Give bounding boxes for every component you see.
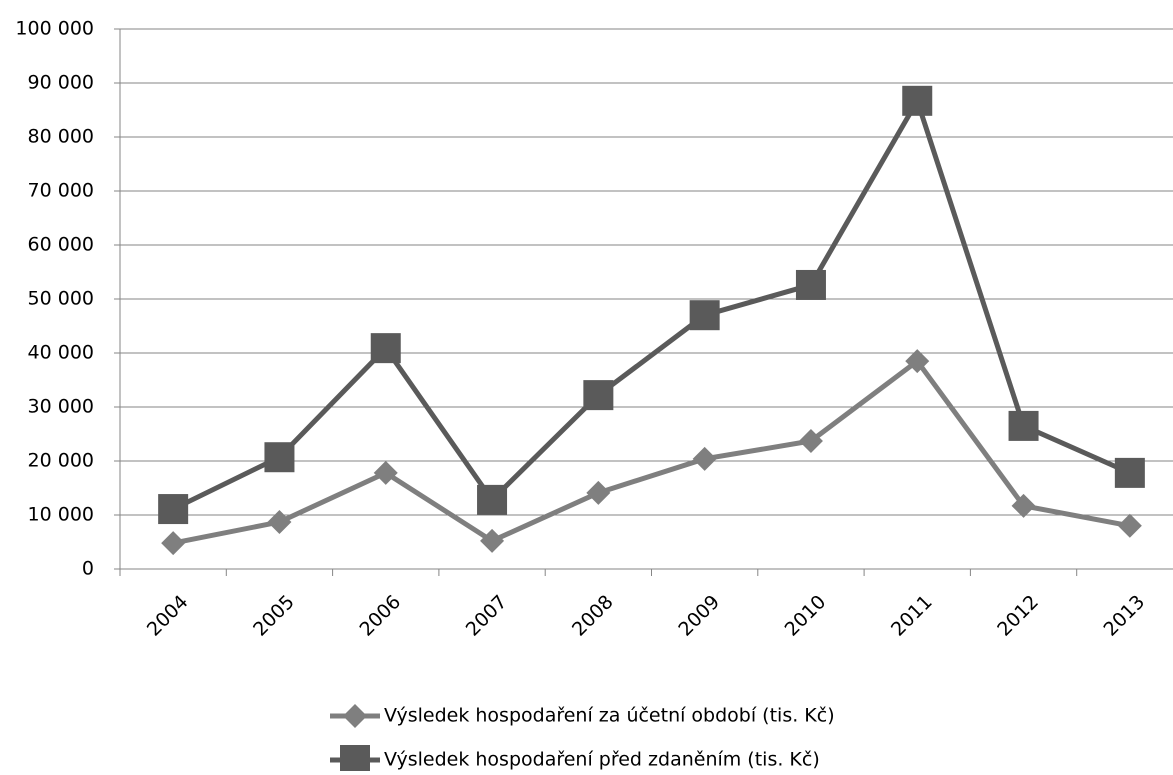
- data-point: [264, 442, 295, 473]
- data-point: [480, 528, 505, 553]
- series-line: [172, 94, 1131, 512]
- x-tick-label: 2012: [993, 591, 1043, 641]
- x-tick-label: 2006: [355, 591, 405, 641]
- y-tick-label: 80 000: [28, 126, 94, 148]
- data-point: [1114, 457, 1145, 488]
- data-point: [158, 494, 189, 525]
- data-point: [902, 85, 933, 116]
- x-tick-label: 2008: [568, 591, 618, 641]
- x-tick-label: 2004: [143, 591, 193, 641]
- y-tick-label: 20 000: [28, 450, 94, 472]
- data-point: [689, 300, 720, 331]
- data-point: [586, 480, 611, 505]
- data-point: [795, 269, 826, 300]
- y-tick-label: 100 000: [15, 18, 94, 40]
- y-tick-label: 0: [82, 558, 94, 580]
- y-tick-label: 50 000: [28, 288, 94, 310]
- data-point: [1011, 493, 1036, 518]
- data-point: [583, 380, 614, 411]
- series-line: [172, 357, 1131, 546]
- legend-marker: [340, 745, 370, 775]
- data-point: [798, 429, 823, 454]
- data-point: [267, 510, 292, 535]
- y-tick-label: 40 000: [28, 342, 94, 364]
- y-tick-label: 70 000: [28, 180, 94, 202]
- y-tick-label: 90 000: [28, 72, 94, 94]
- legend-marker: [343, 704, 367, 728]
- y-tick-label: 30 000: [28, 396, 94, 418]
- data-point: [370, 333, 401, 364]
- data-point: [692, 446, 717, 471]
- x-tick-label: 2005: [249, 591, 299, 641]
- x-tick-label: 2011: [887, 591, 937, 641]
- data-point: [1117, 513, 1142, 538]
- data-point: [1008, 410, 1039, 441]
- legend-label: Výsledek hospodaření před zdaněním (tis.…: [384, 749, 820, 771]
- y-tick-label: 10 000: [28, 504, 94, 526]
- x-tick-label: 2013: [1100, 591, 1150, 641]
- y-tick-label: 60 000: [28, 234, 94, 256]
- x-tick-label: 2007: [462, 591, 512, 641]
- data-point: [477, 484, 508, 515]
- data-point: [373, 460, 398, 485]
- data-point: [905, 349, 930, 374]
- data-point: [161, 531, 186, 556]
- legend-label: Výsledek hospodaření za účetní období (t…: [384, 705, 835, 727]
- x-tick-label: 2009: [674, 591, 724, 641]
- x-tick-label: 2010: [781, 591, 831, 641]
